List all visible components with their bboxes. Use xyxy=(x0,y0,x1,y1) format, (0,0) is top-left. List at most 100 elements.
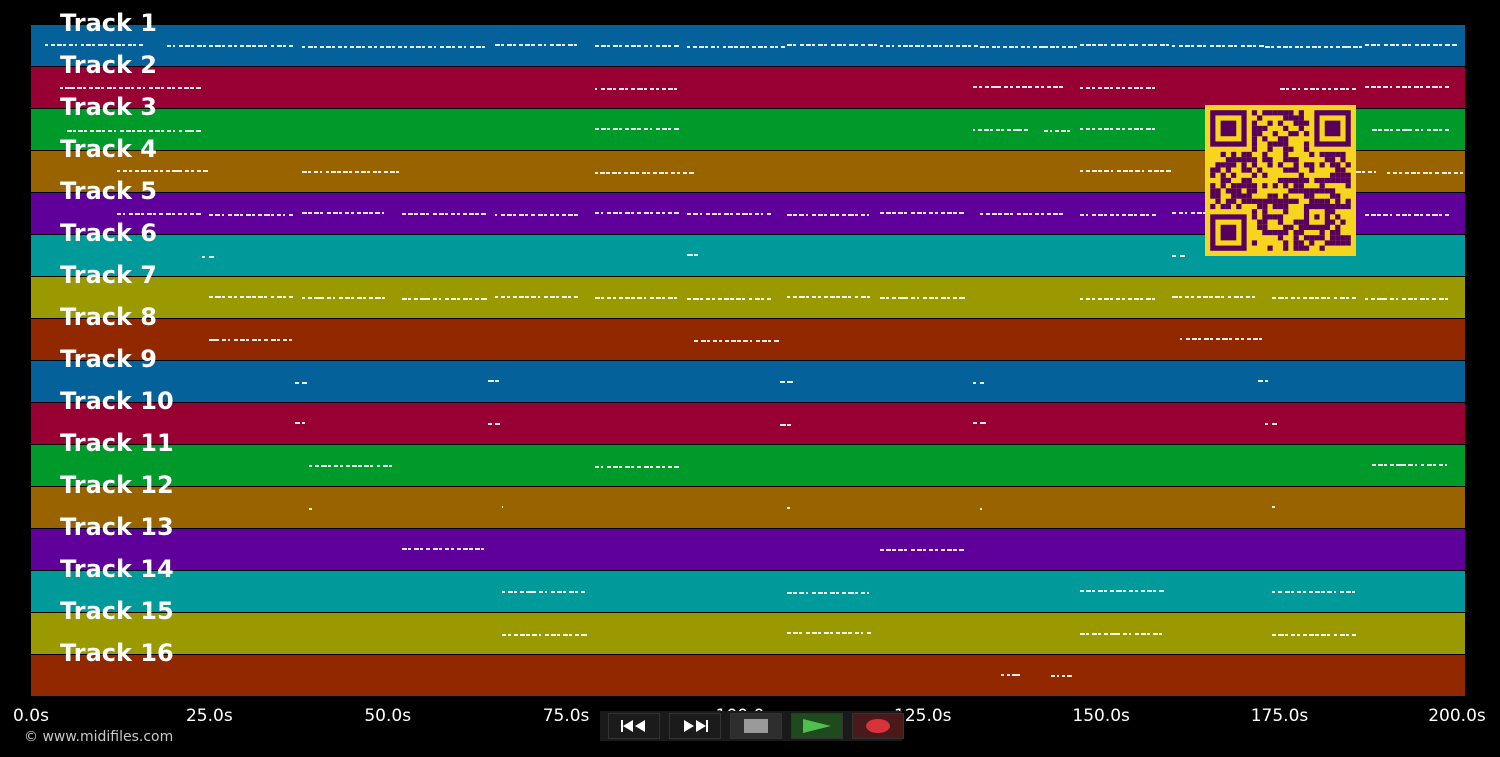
note xyxy=(294,422,301,424)
rewind-button[interactable] xyxy=(608,713,660,739)
note xyxy=(519,214,524,216)
note xyxy=(817,214,823,216)
track-lane-14[interactable] xyxy=(31,571,1465,613)
track-lane-7[interactable] xyxy=(31,277,1465,319)
play-button[interactable] xyxy=(791,713,843,739)
note xyxy=(618,172,621,174)
note xyxy=(959,297,965,299)
note xyxy=(1265,380,1269,382)
note xyxy=(916,297,920,299)
track-lane-2[interactable] xyxy=(31,67,1465,109)
note xyxy=(787,44,792,46)
note xyxy=(1228,45,1233,47)
note xyxy=(544,591,548,593)
note xyxy=(1034,86,1040,88)
note xyxy=(704,46,709,48)
note xyxy=(391,46,396,48)
note xyxy=(600,45,606,47)
note xyxy=(1432,86,1438,88)
note xyxy=(979,422,986,424)
note xyxy=(674,45,679,47)
note xyxy=(500,214,505,216)
record-button[interactable] xyxy=(852,713,904,739)
note xyxy=(1272,634,1277,636)
track-lane-10[interactable] xyxy=(31,403,1465,445)
note xyxy=(569,634,572,636)
note xyxy=(823,214,828,216)
note xyxy=(338,46,343,48)
note xyxy=(575,634,580,636)
note xyxy=(544,634,549,636)
track-lane-9[interactable] xyxy=(31,361,1465,403)
track-lane-13[interactable] xyxy=(31,529,1465,571)
stop-button[interactable] xyxy=(730,713,782,739)
note xyxy=(643,45,649,47)
note xyxy=(724,298,730,300)
note xyxy=(1061,675,1066,677)
note xyxy=(307,171,312,173)
note xyxy=(1327,634,1331,636)
note xyxy=(761,340,767,342)
note xyxy=(805,214,809,216)
note xyxy=(898,212,903,214)
note xyxy=(526,591,532,593)
note xyxy=(531,296,536,298)
note xyxy=(45,44,48,46)
note xyxy=(288,339,292,341)
note xyxy=(787,632,791,634)
track-lane-15[interactable] xyxy=(31,613,1465,655)
track-lane-8[interactable] xyxy=(31,319,1465,361)
note xyxy=(1239,296,1244,298)
note xyxy=(326,297,332,299)
note xyxy=(450,213,456,215)
note xyxy=(1009,46,1015,48)
note xyxy=(190,130,194,132)
note xyxy=(172,130,176,132)
note xyxy=(227,339,231,341)
note xyxy=(1345,88,1350,90)
note xyxy=(1432,298,1437,300)
note xyxy=(667,297,673,299)
note xyxy=(637,45,641,47)
fast-forward-button[interactable] xyxy=(669,713,721,739)
note xyxy=(1006,129,1011,131)
track-lane-11[interactable] xyxy=(31,445,1465,487)
note xyxy=(793,632,798,634)
note xyxy=(647,172,651,174)
note xyxy=(909,45,913,47)
note xyxy=(724,213,729,215)
note xyxy=(475,298,480,300)
note xyxy=(373,46,377,48)
note xyxy=(1453,172,1459,174)
note xyxy=(848,214,854,216)
note xyxy=(538,591,544,593)
note xyxy=(1073,46,1078,48)
track-lane-1[interactable] xyxy=(31,25,1465,67)
note xyxy=(1079,87,1084,89)
note xyxy=(463,298,468,300)
note xyxy=(357,212,362,214)
note xyxy=(910,212,915,214)
track-lane-16[interactable] xyxy=(31,655,1465,697)
note xyxy=(1056,46,1059,48)
note xyxy=(1066,130,1071,132)
track-lane-12[interactable] xyxy=(31,487,1465,529)
note xyxy=(694,254,698,256)
note xyxy=(737,340,741,342)
note xyxy=(953,549,957,551)
note xyxy=(122,170,128,172)
note xyxy=(1153,590,1157,592)
note xyxy=(1396,44,1400,46)
note xyxy=(706,340,711,342)
note xyxy=(457,298,461,300)
note xyxy=(670,172,676,174)
note xyxy=(1395,86,1400,88)
note xyxy=(625,466,630,468)
note xyxy=(1109,87,1114,89)
note xyxy=(1432,129,1438,131)
note xyxy=(1128,590,1134,592)
note xyxy=(1272,506,1276,508)
note xyxy=(1122,87,1125,89)
note xyxy=(1389,86,1393,88)
note xyxy=(1041,213,1044,215)
